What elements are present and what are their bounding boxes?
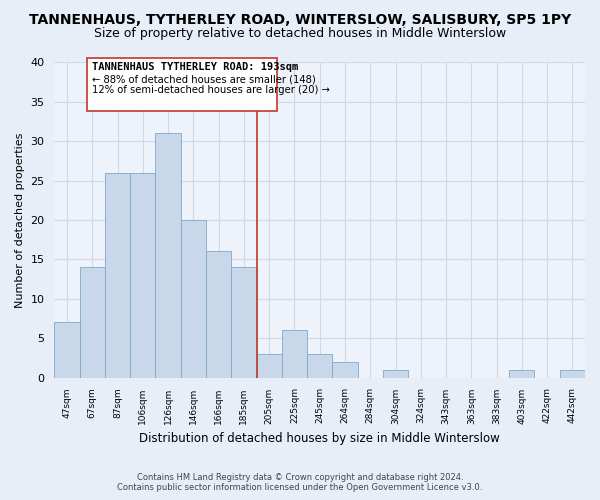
Bar [282, 330, 307, 378]
Bar [560, 370, 585, 378]
X-axis label: Distribution of detached houses by size in Middle Winterslow: Distribution of detached houses by size … [139, 432, 500, 445]
Bar [383, 370, 408, 378]
Bar [206, 252, 231, 378]
Text: ← 88% of detached houses are smaller (148): ← 88% of detached houses are smaller (14… [92, 74, 316, 84]
Bar [181, 220, 206, 378]
Text: TANNENHAUS TYTHERLEY ROAD: 193sqm: TANNENHAUS TYTHERLEY ROAD: 193sqm [92, 62, 299, 72]
Bar [332, 362, 358, 378]
Bar [307, 354, 332, 378]
Bar [105, 172, 130, 378]
Bar [257, 354, 282, 378]
Bar [155, 133, 181, 378]
Text: Contains HM Land Registry data © Crown copyright and database right 2024.
Contai: Contains HM Land Registry data © Crown c… [118, 473, 482, 492]
Bar [80, 267, 105, 378]
FancyBboxPatch shape [87, 58, 277, 111]
Bar [509, 370, 535, 378]
Bar [55, 322, 80, 378]
Text: Size of property relative to detached houses in Middle Winterslow: Size of property relative to detached ho… [94, 28, 506, 40]
Text: 12% of semi-detached houses are larger (20) →: 12% of semi-detached houses are larger (… [92, 85, 330, 95]
Bar [130, 172, 155, 378]
Y-axis label: Number of detached properties: Number of detached properties [15, 132, 25, 308]
Text: TANNENHAUS, TYTHERLEY ROAD, WINTERSLOW, SALISBURY, SP5 1PY: TANNENHAUS, TYTHERLEY ROAD, WINTERSLOW, … [29, 12, 571, 26]
Bar [231, 267, 257, 378]
